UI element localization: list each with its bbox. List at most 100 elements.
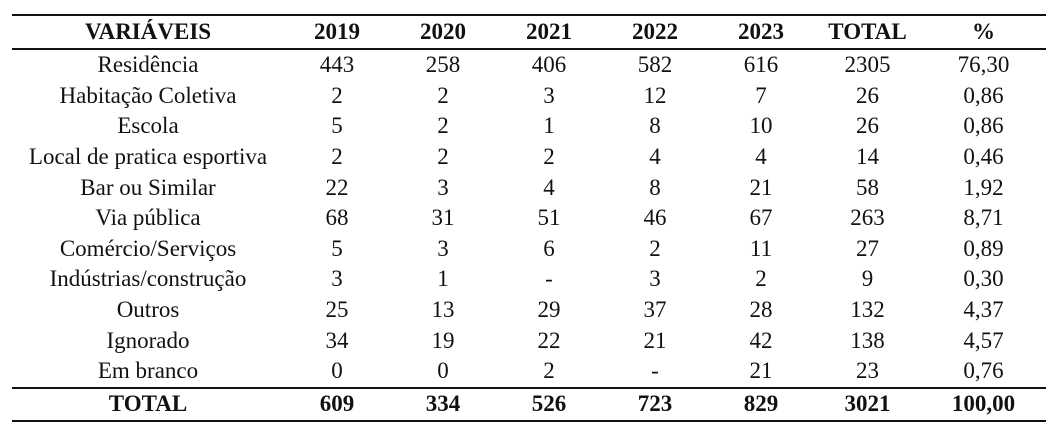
header-row: VARIÁVEIS 2019 2020 2021 2022 2023 TOTAL…	[12, 15, 1046, 49]
cell-2021: 406	[531, 52, 567, 78]
cell-2021: 4	[543, 174, 555, 200]
cell-2022: 3	[649, 266, 661, 292]
header-percent: %	[972, 19, 995, 44]
cell-total: 27	[856, 235, 879, 261]
cell-2020: 258	[425, 52, 461, 78]
cell-variavel: Local de pratica esportiva	[28, 144, 268, 170]
header-2022: 2022	[632, 19, 678, 44]
cell-total: 14	[856, 144, 879, 170]
total-2021: 526	[531, 391, 567, 417]
cell-percent: 0,86	[963, 113, 1004, 139]
header-total: TOTAL	[828, 19, 907, 44]
cell-variavel: Em branco	[97, 358, 199, 384]
table-row: Habitação Coletiva 2 2 3 12 7 26 0,86	[12, 81, 1046, 112]
cell-2023: 10	[749, 113, 773, 139]
cell-2021: 1	[543, 113, 555, 139]
total-total: 3021	[844, 391, 891, 417]
cell-2023: 4	[755, 144, 767, 170]
cell-2020: 31	[431, 205, 455, 231]
cell-2022: 582	[637, 52, 673, 78]
cell-2023: 7	[755, 82, 767, 108]
cell-variavel: Via pública	[95, 205, 201, 231]
cell-variavel: Comércio/Serviços	[59, 235, 237, 261]
cell-2023: 21	[749, 358, 773, 384]
cell-2019: 5	[331, 113, 343, 139]
cell-percent: 0,89	[963, 235, 1004, 261]
cell-variavel: Habitação Coletiva	[59, 82, 237, 108]
total-2022: 723	[637, 391, 673, 417]
cell-2020: 3	[437, 235, 449, 261]
table-row: Outros 25 13 29 37 28 132 4,37	[12, 295, 1046, 326]
cell-2020: 2	[437, 113, 449, 139]
cell-percent: 0,46	[963, 144, 1004, 170]
table-row: Via pública 68 31 51 46 67 263 8,71	[12, 203, 1046, 234]
cell-variavel: Ignorado	[106, 327, 190, 353]
cell-percent: 4,37	[963, 297, 1004, 323]
cell-2023: 28	[749, 297, 773, 323]
header-2021: 2021	[526, 19, 572, 44]
table-row: Em branco 0 0 2 - 21 23 0,76	[12, 356, 1046, 388]
table-header: VARIÁVEIS 2019 2020 2021 2022 2023 TOTAL…	[12, 15, 1046, 49]
cell-total: 132	[850, 297, 885, 323]
cell-percent: 76,30	[957, 52, 1010, 78]
total-2020: 334	[425, 391, 461, 417]
cell-2023: 11	[749, 235, 773, 261]
cell-2022: 21	[643, 327, 667, 353]
table-row: Indústrias/construção 3 1 - 3 2 9 0,30	[12, 264, 1046, 295]
header-2020: 2020	[420, 19, 466, 44]
cell-2022: 12	[643, 82, 667, 108]
cell-2019: 22	[325, 174, 349, 200]
table-row: Local de pratica esportiva 2 2 2 4 4 14 0,46	[12, 142, 1046, 173]
cell-2019: 5	[331, 235, 343, 261]
table-body: Residência 443 258 406 582 616 2305 76,30 Habita…	[12, 49, 1046, 388]
cell-variavel: Bar ou Similar	[80, 174, 216, 200]
cell-2022: 8	[649, 113, 661, 139]
total-2019: 609	[319, 391, 355, 417]
total-label: TOTAL	[108, 391, 188, 417]
data-table-container: VARIÁVEIS 2019 2020 2021 2022 2023 TOTAL…	[12, 14, 1046, 422]
table-row: Bar ou Similar 22 3 4 8 21 58 1,92	[12, 172, 1046, 203]
table-row: Escola 5 2 1 8 10 26 0,86	[12, 111, 1046, 142]
header-2023: 2023	[738, 19, 784, 44]
cell-2020: 0	[437, 358, 449, 384]
cell-total: 263	[850, 205, 885, 231]
cell-2022: 4	[649, 144, 661, 170]
cell-total: 23	[856, 358, 879, 384]
cell-total: 2305	[844, 52, 891, 78]
cell-2019: 0	[331, 358, 343, 384]
cell-total: 26	[856, 113, 879, 139]
cell-2020: 2	[437, 144, 449, 170]
table-row: Residência 443 258 406 582 616 2305 76,30	[12, 49, 1046, 81]
cell-total: 138	[850, 327, 885, 353]
cell-2021: 2	[543, 358, 555, 384]
cell-total: 26	[856, 82, 879, 108]
cell-2021: 22	[537, 327, 561, 353]
table-row: Comércio/Serviços 5 3 6 2 11 27 0,89	[12, 234, 1046, 265]
cell-2019: 68	[325, 205, 349, 231]
cell-variavel: Indústrias/construção	[49, 266, 247, 292]
cell-2020: 3	[437, 174, 449, 200]
cell-2019: 25	[325, 297, 349, 323]
data-table: VARIÁVEIS 2019 2020 2021 2022 2023 TOTAL…	[12, 14, 1046, 422]
cell-2020: 2	[437, 82, 449, 108]
cell-2019: 2	[331, 144, 343, 170]
cell-2023: 67	[749, 205, 773, 231]
cell-2022: 8	[649, 174, 661, 200]
cell-2020: 19	[431, 327, 455, 353]
cell-2023: 21	[749, 174, 773, 200]
cell-2023: 2	[755, 266, 767, 292]
total-2023: 829	[743, 391, 779, 417]
cell-variavel: Outros	[116, 297, 180, 323]
cell-2022: 37	[643, 297, 667, 323]
cell-total: 58	[856, 174, 879, 200]
header-2019: 2019	[314, 19, 360, 44]
header-variaveis: VARIÁVEIS	[84, 19, 212, 44]
cell-percent: 0,76	[963, 358, 1004, 384]
cell-2023: 42	[749, 327, 773, 353]
cell-2020: 1	[437, 266, 449, 292]
table-footer: TOTAL 609 334 526 723 829 3021 100,00	[12, 387, 1046, 421]
cell-2019: 2	[331, 82, 343, 108]
cell-total: 9	[861, 266, 874, 292]
cell-2022: 2	[649, 235, 661, 261]
total-row: TOTAL 609 334 526 723 829 3021 100,00	[12, 387, 1046, 421]
